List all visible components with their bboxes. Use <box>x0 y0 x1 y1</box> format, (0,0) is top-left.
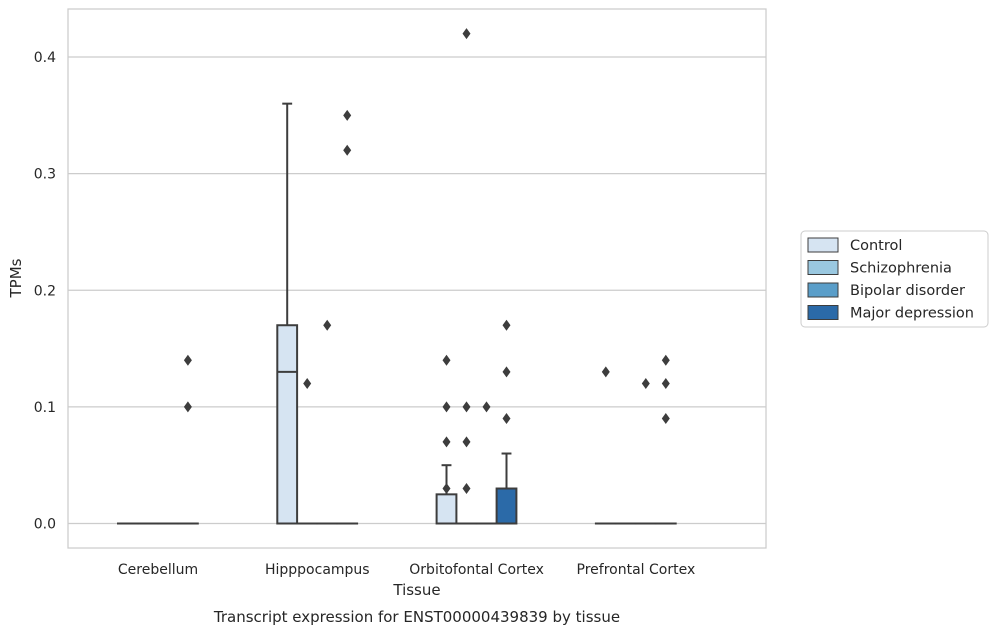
legend-item-control: Control <box>807 237 902 254</box>
plot-frame <box>67 8 767 549</box>
legend-label: Major depression <box>850 306 974 322</box>
legend: Control Schizophrenia Bipolar disorder Majo… <box>800 230 989 328</box>
legend-label: Schizophrenia <box>850 261 952 277</box>
legend-item-schizophrenia: Schizophrenia <box>807 260 952 277</box>
legend-item-major-depression: Major depression <box>807 305 974 322</box>
x-tick-label-hipppocampus: Hipppocampus <box>265 562 370 578</box>
y-tick-label: 0.1 <box>34 400 56 416</box>
outlier-prefrontal-cortex-control <box>601 366 610 378</box>
plot-area <box>68 9 766 548</box>
legend-swatch <box>807 237 839 253</box>
outlier-prefrontal-cortex-major-depression <box>661 413 670 425</box>
outlier-hipppocampus-bipolar-disorder <box>323 319 332 331</box>
outlier-points <box>183 28 670 495</box>
outlier-orbitofontal-cortex-control <box>442 436 451 448</box>
outlier-orbitofontal-cortex-control <box>442 401 451 413</box>
box-orbitofontal-cortex-control <box>435 464 458 525</box>
x-tick-labels: Cerebellum Hipppocampus Orbitofontal Corte… <box>118 562 695 578</box>
outlier-orbitofontal-cortex-bipolar-disorder <box>482 401 491 413</box>
outlier-prefrontal-cortex-major-depression <box>661 354 670 366</box>
x-tick-label-prefrontal-cortex: Prefrontal Cortex <box>577 562 696 578</box>
outlier-cerebellum-major-depression <box>183 401 192 413</box>
outlier-hipppocampus-major-depression <box>343 109 352 121</box>
outlier-orbitofontal-cortex-control <box>442 483 451 495</box>
outlier-orbitofontal-cortex-schizophrenia <box>462 436 471 448</box>
box-body <box>495 487 518 525</box>
y-tick-label: 0.3 <box>34 167 56 183</box>
y-tick-label: 0.4 <box>34 50 56 66</box>
outlier-hipppocampus-major-depression <box>343 144 352 156</box>
box-body <box>435 493 458 525</box>
outlier-orbitofontal-cortex-schizophrenia <box>462 401 471 413</box>
outlier-orbitofontal-cortex-major-depression <box>502 413 511 425</box>
x-axis-title: Tissue <box>392 581 440 599</box>
box-body <box>276 324 299 525</box>
y-tick-label: 0.0 <box>34 517 56 533</box>
chart-title: Transcript expression for ENST0000043983… <box>213 608 620 626</box>
outlier-prefrontal-cortex-bipolar-disorder <box>641 378 650 390</box>
y-tick-label: 0.2 <box>34 283 56 299</box>
legend-label: Control <box>850 238 902 254</box>
outlier-orbitofontal-cortex-major-depression <box>502 319 511 331</box>
legend-label: Bipolar disorder <box>850 283 965 299</box>
box-series <box>117 102 677 525</box>
outlier-orbitofontal-cortex-schizophrenia <box>462 28 471 40</box>
outlier-orbitofontal-cortex-major-depression <box>502 366 511 378</box>
legend-swatch <box>807 260 839 275</box>
box-orbitofontal-cortex-major-depression <box>495 452 518 525</box>
outlier-hipppocampus-schizophrenia <box>303 378 312 390</box>
outlier-prefrontal-cortex-major-depression <box>661 378 670 390</box>
y-axis-title: TPMs <box>7 258 25 298</box>
outlier-orbitofontal-cortex-schizophrenia <box>462 483 471 495</box>
x-tick-label-cerebellum: Cerebellum <box>118 562 198 578</box>
legend-item-bipolar-disorder: Bipolar disorder <box>807 282 965 299</box>
outlier-cerebellum-major-depression <box>183 354 192 366</box>
box-hipppocampus-control <box>276 102 299 525</box>
legend-swatch <box>807 282 839 298</box>
y-tick-labels: 0.0 0.1 0.2 0.3 0.4 <box>34 50 56 533</box>
legend-swatch <box>807 305 839 320</box>
x-tick-label-orbitofontal-cortex: Orbitofontal Cortex <box>409 562 544 578</box>
outlier-orbitofontal-cortex-control <box>442 354 451 366</box>
legend-frame <box>800 230 989 328</box>
